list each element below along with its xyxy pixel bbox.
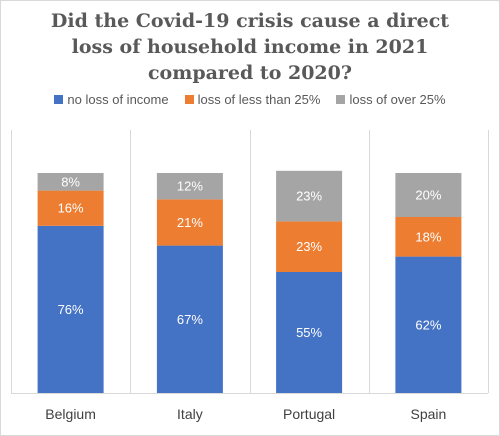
bar-segment-spain-0 (395, 256, 462, 393)
data-label-italy-0: 67% (177, 312, 203, 327)
data-label-spain-2: 20% (415, 188, 441, 203)
bar-segment-italy-2 (156, 173, 223, 200)
chart-title-line-3: compared to 2020? (147, 62, 353, 84)
data-label-portugal-0: 55% (296, 325, 322, 340)
data-label-belgium-2: 8% (61, 174, 80, 189)
data-label-spain-0: 62% (415, 317, 441, 332)
legend-item-loss-under-25: loss of less than 25% (184, 92, 321, 107)
bar-segment-belgium-2 (37, 173, 104, 191)
legend-item-loss-over-25: loss of over 25% (336, 92, 446, 107)
data-label-spain-1: 18% (415, 229, 441, 244)
bar-segment-italy-0 (156, 245, 223, 393)
data-label-italy-2: 12% (177, 179, 203, 194)
legend-swatch-no-loss (54, 95, 64, 104)
bar-segment-belgium-0 (37, 225, 104, 393)
chart-title-line-1: Did the Covid-19 crisis cause a direct (50, 10, 450, 32)
bar-segment-portugal-1 (276, 221, 343, 272)
data-label-belgium-0: 76% (58, 302, 84, 317)
category-label-belgium: Belgium (45, 406, 96, 422)
legend-swatch-loss-under-25 (184, 95, 194, 104)
legend-item-no-loss: no loss of income (54, 92, 169, 107)
bar-segment-spain-2 (395, 173, 462, 217)
chart-title: Did the Covid-19 crisis cause a direct l… (0, 8, 500, 86)
data-label-portugal-2: 23% (296, 189, 322, 204)
bar-segment-portugal-0 (276, 272, 343, 393)
bar-segment-portugal-2 (276, 170, 343, 222)
chart-title-line-2: loss of household income in 2021 (71, 36, 429, 58)
legend-label-loss-under-25: loss of less than 25% (197, 92, 321, 107)
category-label-spain: Spain (410, 406, 446, 422)
data-label-portugal-1: 23% (296, 239, 322, 254)
bar-segment-belgium-1 (37, 190, 104, 226)
legend-swatch-loss-over-25 (336, 95, 346, 104)
category-label-portugal: Portugal (283, 406, 335, 422)
data-label-belgium-1: 16% (58, 201, 84, 216)
data-label-italy-1: 21% (177, 215, 203, 230)
legend-label-loss-over-25: loss of over 25% (349, 92, 446, 107)
legend-label-no-loss: no loss of income (67, 92, 169, 107)
chart-legend: no loss of income loss of less than 25% … (0, 92, 500, 107)
bar-segment-spain-1 (395, 217, 462, 257)
bar-segment-italy-1 (156, 199, 223, 246)
category-label-italy: Italy (177, 406, 203, 422)
